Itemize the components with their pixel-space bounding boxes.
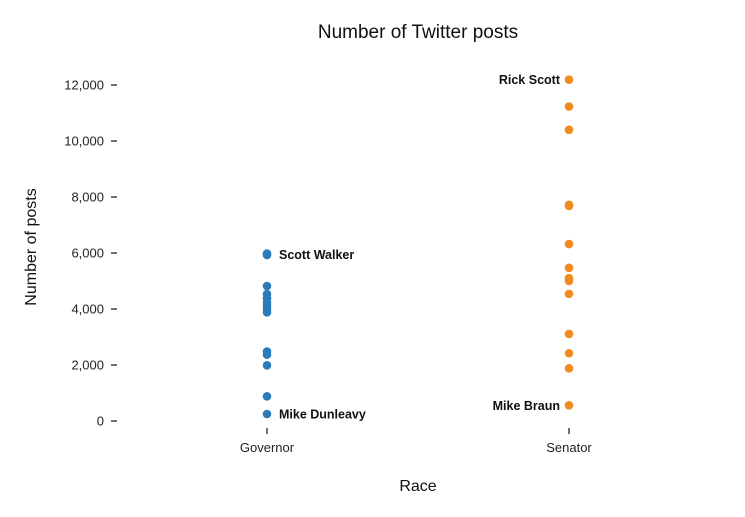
y-tick-label: 0: [97, 414, 104, 429]
data-point-senator: [564, 348, 574, 358]
data-point-senator: [564, 239, 574, 249]
data-point-governor: [262, 250, 272, 260]
data-point-senator: [564, 75, 574, 84]
y-axis-label: Number of posts: [23, 188, 40, 305]
y-tick-label: 12,000: [64, 78, 104, 93]
y-tick-label: 2,000: [71, 358, 104, 373]
data-point-governor: [262, 350, 272, 359]
data-point-senator: [564, 102, 574, 111]
data-point-senator: [564, 125, 574, 135]
data-points: [262, 75, 574, 419]
y-tick-label: 6,000: [71, 246, 104, 261]
data-point-senator: [564, 401, 574, 410]
point-annotation: Scott Walker: [279, 248, 354, 262]
data-point-senator: [564, 289, 574, 299]
y-tick-label: 8,000: [71, 190, 104, 205]
data-point-senator: [564, 364, 574, 373]
x-axis: Governor Senator: [240, 428, 592, 455]
y-axis: 0 2,000 4,000 6,000 8,000 10,000 12,000: [64, 78, 117, 429]
data-point-governor: [262, 392, 272, 401]
point-annotation: Mike Braun: [493, 399, 560, 413]
x-tick-label: Governor: [240, 440, 295, 455]
data-point-senator: [564, 276, 574, 286]
data-point-senator: [564, 201, 574, 211]
x-axis-label: Race: [399, 478, 436, 495]
point-annotations: Scott Walker Mike Dunleavy Rick Scott Mike …: [279, 73, 561, 421]
data-point-governor: [262, 281, 272, 291]
chart-title: Number of Twitter posts: [318, 22, 518, 43]
data-point-senator: [564, 263, 574, 273]
data-point-governor: [262, 308, 272, 317]
y-tick-label: 4,000: [71, 302, 104, 317]
y-tick-label: 10,000: [64, 134, 104, 149]
x-tick-label: Senator: [546, 440, 592, 455]
data-point-governor: [262, 360, 272, 370]
data-point-senator: [564, 329, 574, 339]
point-annotation: Rick Scott: [499, 73, 561, 87]
point-annotation: Mike Dunleavy: [279, 408, 366, 422]
data-point-governor: [262, 409, 272, 419]
